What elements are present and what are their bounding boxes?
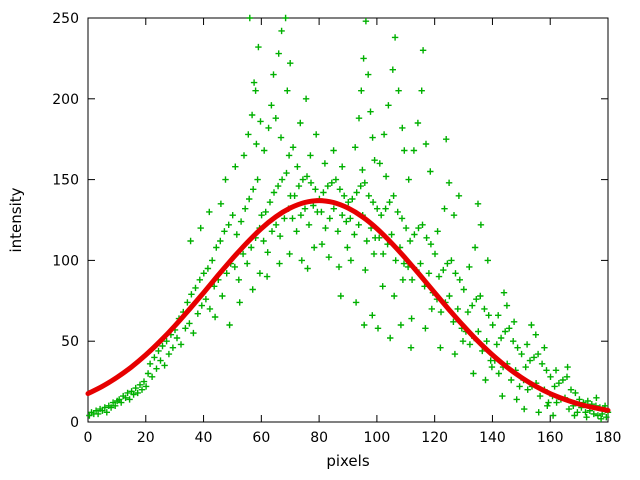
x-tick-label: 40 [195,430,213,446]
y-tick-label: 50 [61,334,79,350]
y-tick-label: 150 [52,173,79,189]
y-tick-label: 0 [70,415,79,431]
plot-border [87,17,609,423]
x-tick-label: 100 [364,430,391,446]
x-tick-label: 20 [137,430,155,446]
x-tick-label: 140 [479,430,506,446]
x-tick-label: 160 [537,430,564,446]
x-axis-label: pixels [326,452,370,470]
scatter-points [86,14,612,422]
x-tick-label: 80 [310,430,328,446]
x-tick-label: 60 [252,430,270,446]
y-tick-label: 100 [52,253,79,269]
y-tick-label: 250 [52,11,79,27]
x-tick-label: 0 [84,430,93,446]
x-tick-label: 120 [421,430,448,446]
fit-curve [85,198,611,413]
y-axis-label: intensity [7,187,25,253]
x-tick-label: 180 [595,430,622,446]
y-tick-label: 200 [52,92,79,108]
